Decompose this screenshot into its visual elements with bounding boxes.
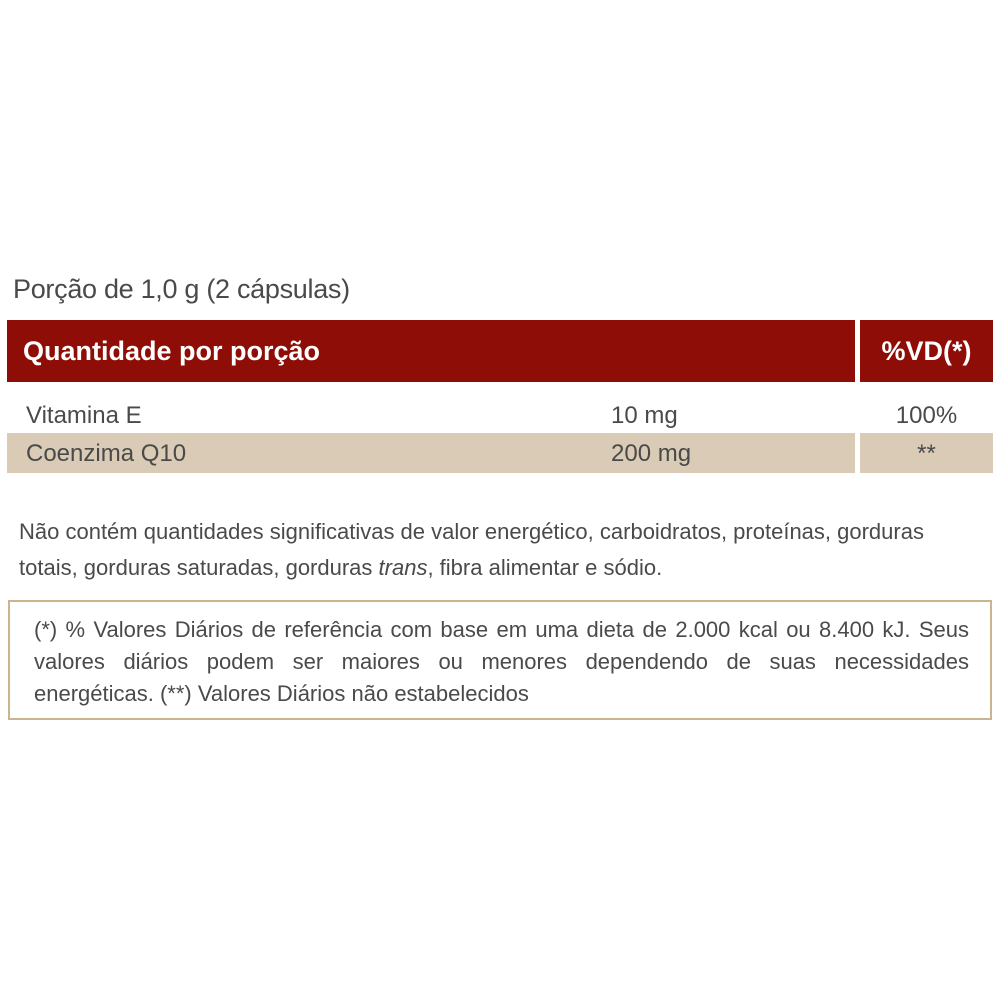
nutrient-vd: 100%: [895, 402, 958, 429]
header-quantity: Quantidade por porção: [7, 320, 855, 382]
note-text-end: , fibra alimentar e sódio.: [427, 555, 663, 580]
nutrient-vd: **: [917, 440, 936, 467]
header-vd: %VD(*): [860, 320, 993, 382]
nutrient-amount: 10 mg: [611, 402, 678, 429]
footnote-box: [8, 600, 992, 720]
row-background: [860, 433, 993, 473]
nutrient-amount: 200 mg: [611, 440, 692, 467]
nutrition-note: Não contém quantidades significativas de…: [19, 514, 979, 586]
portion-size: Porção de 1,0 g (2 cápsulas): [13, 274, 350, 304]
note-text: Não contém quantidades significativas de…: [19, 519, 924, 580]
row-background: [7, 433, 855, 473]
table-row: Vitamina E 10 mg 100%: [0, 397, 1000, 435]
table-row: Coenzima Q10 200 mg **: [0, 435, 1000, 473]
nutrient-name: Coenzima Q10: [26, 440, 187, 467]
note-italic: trans: [378, 555, 428, 580]
footnote-text: (*) % Valores Diários de referência com …: [34, 617, 969, 706]
nutrient-name: Vitamina E: [26, 402, 142, 429]
